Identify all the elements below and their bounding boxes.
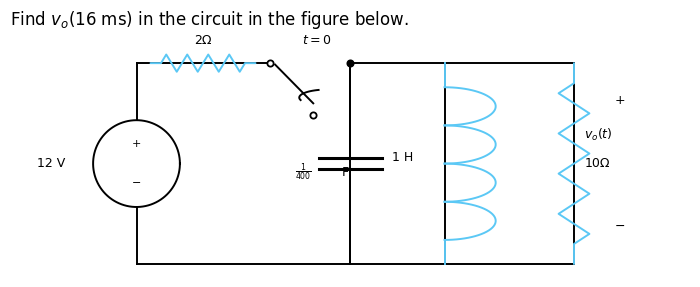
Text: $t = 0$: $t = 0$: [302, 34, 331, 47]
Text: 10Ω: 10Ω: [584, 157, 610, 170]
Text: +: +: [132, 139, 141, 149]
Text: 1 H: 1 H: [392, 151, 413, 164]
Text: 12 V: 12 V: [37, 157, 65, 170]
Text: $v_o(t)$: $v_o(t)$: [584, 127, 613, 143]
Text: $\frac{1}{400}$: $\frac{1}{400}$: [295, 162, 312, 183]
Text: F: F: [342, 166, 349, 179]
Text: −: −: [132, 178, 141, 188]
Text: Find $v_o$(16 ms) in the circuit in the figure below.: Find $v_o$(16 ms) in the circuit in the …: [10, 9, 409, 31]
Text: +: +: [614, 94, 625, 107]
Text: 2Ω: 2Ω: [195, 34, 211, 47]
Text: −: −: [615, 220, 624, 233]
